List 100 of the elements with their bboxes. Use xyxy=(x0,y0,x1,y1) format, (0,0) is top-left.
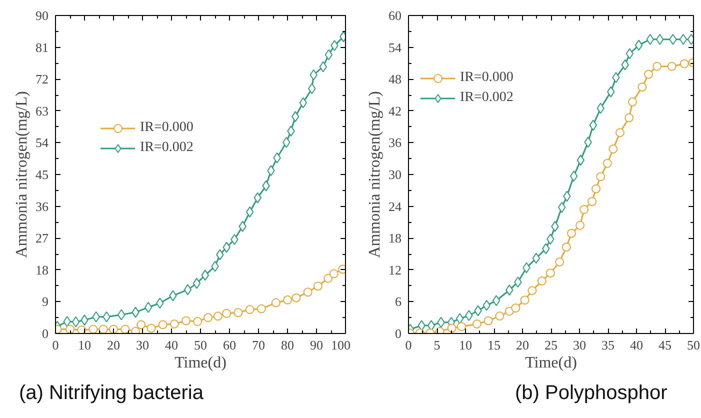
text: (a) Nitrifying bacteria xyxy=(19,381,204,406)
y-tick-label: 54 xyxy=(36,135,49,150)
legend-label: IR=0.002 xyxy=(460,90,514,106)
y-tick-label: 81 xyxy=(36,40,48,55)
point xyxy=(291,111,300,122)
point xyxy=(213,312,222,321)
point xyxy=(644,70,653,79)
x-tick-label: 60 xyxy=(223,338,236,352)
point xyxy=(628,97,638,106)
point xyxy=(576,220,585,230)
point xyxy=(592,184,601,194)
point xyxy=(667,62,676,71)
x-tick-label: 45 xyxy=(658,338,672,352)
point xyxy=(532,252,540,264)
y-tick-label: 36 xyxy=(388,135,402,150)
y-tick-label: 30 xyxy=(388,167,402,182)
point xyxy=(303,288,312,297)
x-tick-label: 5 xyxy=(434,338,440,352)
y-axis-title: Ammonia nitrogen(mg/L) xyxy=(14,91,30,258)
point xyxy=(472,319,482,328)
point xyxy=(537,276,546,286)
y-tick-label: 6 xyxy=(395,294,402,310)
x-tick-label: 25 xyxy=(544,338,558,352)
point xyxy=(88,324,98,334)
point xyxy=(131,326,140,334)
x-tick-label: 10 xyxy=(459,338,472,352)
x-tick-label: 40 xyxy=(165,338,178,352)
point xyxy=(324,49,333,60)
point xyxy=(570,170,578,182)
y-tick-label: 36 xyxy=(36,198,49,214)
x-tick-label: 0 xyxy=(52,338,59,352)
point xyxy=(528,286,537,296)
point xyxy=(588,197,597,206)
legend-label: IR=0.000 xyxy=(460,70,514,86)
point xyxy=(567,228,576,238)
point xyxy=(456,313,464,324)
point xyxy=(204,313,213,322)
point xyxy=(492,295,500,306)
y-tick-label: 0 xyxy=(42,326,48,341)
x-tick-label: 30 xyxy=(136,338,149,352)
point xyxy=(192,278,201,289)
y-tick-label: 9 xyxy=(42,294,48,310)
y-tick-label: 54 xyxy=(388,40,402,55)
point xyxy=(234,308,243,318)
point xyxy=(624,113,634,122)
y-tick-label: 0 xyxy=(395,326,402,341)
point xyxy=(679,34,688,45)
x-tick-label: 40 xyxy=(630,338,643,352)
point xyxy=(184,284,192,296)
point xyxy=(484,316,493,326)
point xyxy=(558,202,566,213)
point xyxy=(638,82,647,92)
text: (b) Polyphosphor xyxy=(515,381,668,406)
point xyxy=(634,40,643,51)
point xyxy=(580,204,589,214)
point xyxy=(120,324,130,334)
point xyxy=(109,324,118,334)
x-tick-label: 30 xyxy=(573,338,586,352)
point xyxy=(652,62,662,71)
x-tick-label: 70 xyxy=(252,338,265,352)
x-tick-label: 50 xyxy=(194,338,207,352)
point xyxy=(144,302,152,313)
point xyxy=(324,274,333,283)
x-tick-label: 35 xyxy=(602,338,614,352)
point xyxy=(313,282,322,291)
point xyxy=(146,324,156,333)
point xyxy=(222,308,232,318)
point xyxy=(98,324,108,334)
point xyxy=(447,324,456,333)
point xyxy=(246,206,254,218)
point xyxy=(608,144,618,154)
y-tick-label: 18 xyxy=(36,262,48,278)
point xyxy=(520,296,530,305)
point xyxy=(283,295,292,304)
x-tick-label: 10 xyxy=(78,338,91,352)
point xyxy=(256,304,266,314)
y-tick-label: 90 xyxy=(36,8,48,23)
x-axis-title: Time(d) xyxy=(525,354,577,372)
point xyxy=(602,158,612,168)
y-tick-label: 45 xyxy=(36,167,48,182)
point xyxy=(495,312,504,320)
x-tick-label: 50 xyxy=(687,338,700,352)
y-tick-label: 27 xyxy=(36,230,49,246)
point xyxy=(329,269,338,278)
x-tick-label: 20 xyxy=(516,338,529,352)
point xyxy=(319,61,328,72)
x-tick-label: 0 xyxy=(405,338,412,352)
legend-label: IR=0.000 xyxy=(140,120,194,136)
point xyxy=(158,320,168,330)
point xyxy=(589,120,598,131)
point xyxy=(680,59,689,68)
point xyxy=(182,316,190,326)
y-tick-label: 72 xyxy=(36,72,48,87)
point xyxy=(596,172,606,182)
y-tick-label: 60 xyxy=(388,8,402,23)
point xyxy=(562,242,571,252)
y-tick-label: 42 xyxy=(388,103,402,118)
point xyxy=(136,320,146,330)
point xyxy=(271,298,280,308)
y-tick-label: 24 xyxy=(388,198,402,214)
